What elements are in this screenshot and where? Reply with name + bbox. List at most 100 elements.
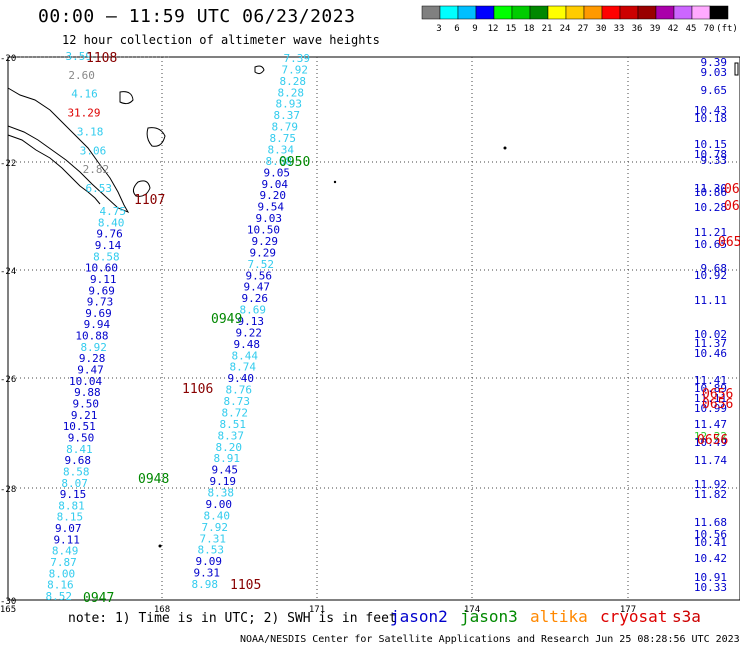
track-a-wave-height: 9.50	[73, 398, 100, 411]
map-frame	[7, 56, 740, 601]
pass-time-label: 1108	[86, 51, 117, 66]
legend-swatch	[637, 5, 657, 20]
track-b-wave-height: 8.75	[270, 132, 297, 145]
credit-line: NOAA/NESDIS Center for Satellite Applica…	[240, 634, 740, 645]
track-c-wave-height: 11.21	[694, 226, 727, 239]
track-c-wave-height: 11.11	[694, 294, 727, 307]
track-c-wave-height: 10.42	[694, 552, 727, 565]
track-a-wave-height: 8.40	[98, 216, 125, 229]
track-c-wave-height: 11.74	[694, 454, 727, 467]
legend-swatch	[709, 5, 729, 20]
track-a-wave-height: 9.94	[84, 318, 111, 331]
track-b-wave-height: 8.79	[272, 121, 299, 134]
track-a-wave-height: 9.28	[79, 352, 106, 365]
track-a-wave-height: 8.49	[52, 545, 79, 558]
track-a-wave-height: 8.52	[46, 590, 73, 603]
legend-swatch	[457, 5, 477, 20]
track-c-wave-height: 9.39	[701, 56, 728, 69]
legend-swatch	[493, 5, 513, 20]
track-b-wave-height: 7.39	[284, 52, 311, 65]
track-b-wave-height: 9.56	[246, 269, 273, 282]
track-a-wave-height: 9.11	[90, 273, 117, 286]
track-a-wave-height: 8.15	[57, 511, 84, 524]
track-a-wave-height: 10.51	[63, 420, 96, 433]
track-b-wave-height: 8.73	[224, 395, 251, 408]
track-b-wave-height: 9.47	[244, 281, 271, 294]
track-c-wave-height: 10.99	[694, 402, 727, 415]
track-b-wave-height: 9.29	[250, 246, 277, 259]
track-b-wave-height: 8.28	[278, 86, 305, 99]
track-c-wave-height: 10.33	[694, 581, 727, 594]
ouvea-coastline	[119, 91, 134, 105]
track-a-wave-height: 9.68	[65, 454, 92, 467]
track-b-wave-height: 9.05	[264, 166, 291, 179]
pass-time-label: 0656	[724, 199, 740, 214]
track-b-wave-height: 8.37	[218, 429, 245, 442]
track-b-wave-height: 7.92	[282, 63, 309, 76]
track-b-wave-height: 7.31	[200, 532, 227, 545]
pass-time-label: 0950	[279, 155, 310, 170]
track-a-wave-height: 4.16	[71, 88, 98, 101]
lat-tick-label: -28	[0, 485, 16, 495]
track-b-wave-height: 9.22	[236, 326, 263, 339]
track-a-wave-height: 9.11	[53, 533, 80, 546]
track-c-wave-height: 10.56	[694, 528, 727, 541]
legend-label: 15	[506, 24, 517, 34]
legend-label: 42	[668, 24, 679, 34]
track-c-wave-height: 11.68	[694, 516, 727, 529]
lon-tick-label: 174	[464, 605, 480, 615]
track-a-wave-height: 9.07	[55, 522, 82, 535]
map-title: 00:00 – 11:59 UTC 06/23/2023	[38, 6, 356, 27]
track-a-wave-height: 9.88	[74, 386, 101, 399]
track-c-wave-height: 10.41	[694, 536, 727, 549]
track-c-wave-height: 10.92	[694, 269, 727, 282]
track-b-wave-height: 8.91	[214, 452, 241, 465]
track-a-wave-height: 8.58	[63, 465, 90, 478]
track-b-wave-height: 9.03	[256, 212, 283, 225]
isle-of-pines-coastline	[132, 180, 151, 197]
legend-swatch	[547, 5, 567, 20]
legend-label: 9	[472, 24, 477, 34]
pass-time-label: 1105	[230, 578, 261, 593]
track-a-wave-height: 8.16	[47, 579, 74, 592]
lon-tick-label: 177	[620, 605, 636, 615]
pass-time-label: 0656	[702, 387, 733, 402]
legend-swatch	[511, 5, 531, 20]
track-c-wave-height: 9.65	[701, 84, 728, 97]
track-c-wave-height: 10.65	[694, 238, 727, 251]
pass-time-label: 0656	[697, 433, 728, 448]
lat-tick-label: -30	[0, 597, 16, 607]
track-c-wave-height: 11.41	[694, 374, 727, 387]
legend-label: 70	[704, 24, 715, 34]
track-a-wave-height: 8.07	[61, 477, 88, 490]
pass-time-label: 0656	[718, 235, 740, 250]
legend-swatch	[601, 5, 621, 20]
track-c-wave-height: 9.68	[701, 262, 728, 275]
new-caledonia-coastline	[7, 87, 130, 213]
legend-label: 33	[614, 24, 625, 34]
lon-tick-label: 165	[0, 605, 16, 615]
satellite-jason3-label: jason3	[460, 607, 518, 626]
legend-swatch	[691, 5, 711, 20]
legend-label: 18	[524, 24, 535, 34]
legend-swatch	[475, 5, 495, 20]
track-c-wave-height: 10.91	[694, 571, 727, 584]
legend-label: 45	[686, 24, 697, 34]
track-c-wave-height: 10.89	[694, 382, 727, 395]
legend-label: 27	[578, 24, 589, 34]
pass-time-label: 0656	[702, 397, 733, 412]
track-b-wave-height: 9.19	[210, 475, 237, 488]
track-a-wave-height: 9.15	[60, 488, 87, 501]
track-b-wave-height: 8.34	[268, 143, 295, 156]
track-c-wave-height: 10.86	[694, 186, 727, 199]
lat-tick-label: -20	[0, 54, 16, 64]
track-b-wave-height: 7.52	[248, 258, 275, 271]
track-b-wave-height: 9.29	[252, 235, 279, 248]
legend-swatch	[619, 5, 639, 20]
reef-coastline	[7, 134, 101, 205]
lon-tick-label: 168	[154, 605, 170, 615]
track-c-wave-height: 10.78	[694, 148, 727, 161]
track-a-wave-height: 3.06	[80, 144, 107, 157]
pass-time-label: 0948	[138, 472, 169, 487]
